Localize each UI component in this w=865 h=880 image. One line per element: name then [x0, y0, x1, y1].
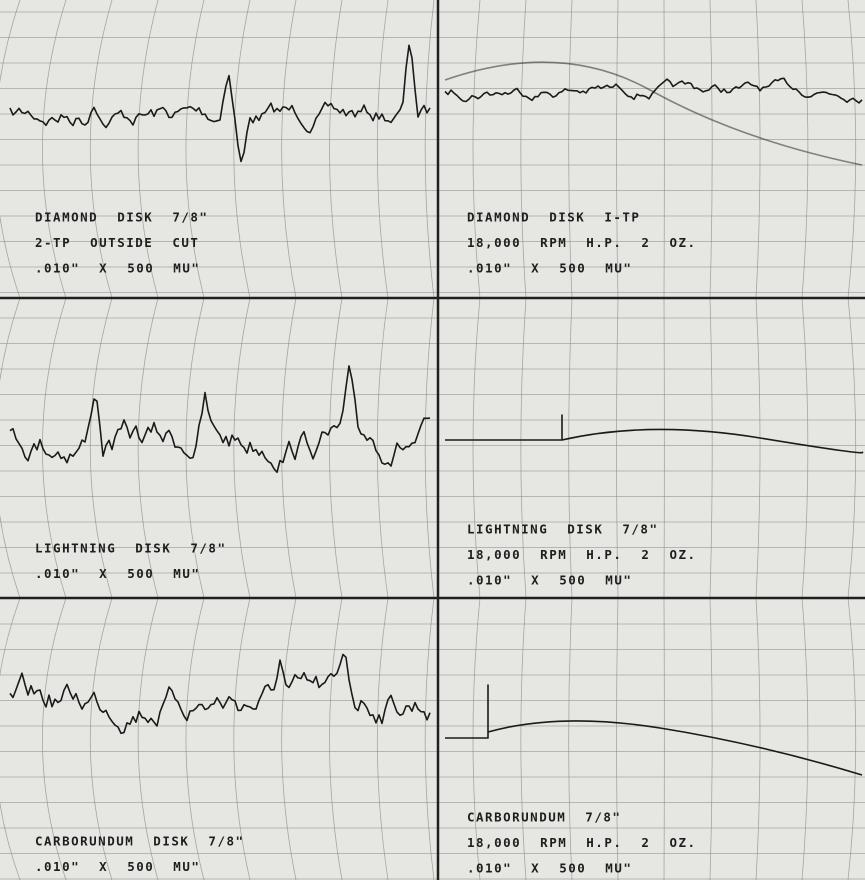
paper: [0, 0, 865, 880]
panel-label: CARBORUNDUM DISK 7/8": [35, 834, 245, 849]
panel-label: .010" X 500 MU": [35, 566, 200, 581]
panel-label: 18,000 RPM H.P. 2 OZ.: [467, 235, 697, 250]
panel-label: .010" X 500 MU": [467, 261, 632, 276]
panel-label: .010" X 500 MU": [467, 573, 632, 588]
panel-label: .010" X 500 MU": [35, 859, 200, 874]
panel-label: .010" X 500 MU": [35, 261, 200, 276]
panel-label: .010" X 500 MU": [467, 861, 632, 876]
panel-label: LIGHTNING DISK 7/8": [35, 541, 227, 556]
panel-label: DIAMOND DISK 7/8": [35, 210, 208, 225]
panel-label: CARBORUNDUM 7/8": [467, 810, 621, 825]
panel-label: 18,000 RPM H.P. 2 OZ.: [467, 547, 697, 562]
recorder-sheet: DIAMOND DISK 7/8" 2-TP OUTSIDE CUT .010" X…: [0, 0, 865, 880]
panel-label: 18,000 RPM H.P. 2 OZ.: [467, 835, 697, 850]
panel-label: LIGHTNING DISK 7/8": [467, 522, 659, 537]
panel-label: DIAMOND DISK I-TP: [467, 210, 640, 225]
panel-label: 2-TP OUTSIDE CUT: [35, 235, 199, 250]
